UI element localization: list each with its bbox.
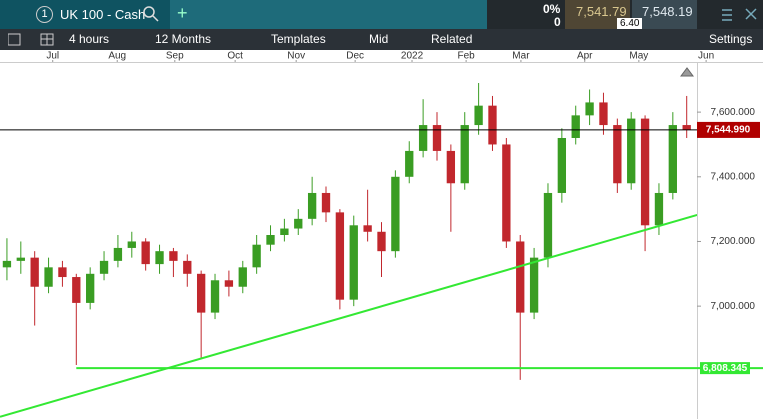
range[interactable]: 12 Months — [155, 32, 212, 46]
x-tick-label: Dec — [346, 51, 364, 62]
top-bar: 1 UK 100 - Cash + 0% 0 7,541.79 7,548.19… — [0, 0, 763, 29]
candle-body — [571, 115, 580, 138]
candle-body — [307, 192, 317, 219]
candle-body — [418, 125, 428, 151]
x-tick-label: Mar — [512, 51, 530, 62]
last-price-box — [697, 121, 760, 138]
candle-body — [654, 192, 664, 226]
candle-body — [391, 176, 400, 252]
scroll-to-end[interactable] — [680, 67, 694, 77]
time-axis — [0, 50, 763, 62]
candle-body — [2, 260, 12, 268]
candle-body — [155, 251, 164, 265]
candle-body — [127, 241, 136, 248]
candle-body — [169, 251, 178, 261]
candle-body — [238, 267, 247, 287]
x-tick-label: Apr — [577, 51, 593, 62]
search-icon[interactable] — [143, 6, 159, 22]
candle-body — [516, 241, 525, 313]
candle-body — [668, 125, 677, 193]
candle-body — [335, 212, 345, 300]
trendline — [0, 213, 697, 418]
candle-body — [599, 102, 608, 126]
x-tick-label: 2022 — [401, 51, 424, 62]
spread: 6.40 — [617, 18, 643, 29]
change-pct: 0% — [543, 2, 561, 16]
instrument[interactable]: UK 100 - Cash — [60, 7, 146, 22]
candle-body — [280, 228, 289, 236]
candle-body — [99, 260, 109, 274]
candle-body — [488, 105, 497, 145]
tab-number: 1 — [36, 6, 53, 23]
x-tick-label: Nov — [287, 51, 305, 62]
candle-body — [682, 125, 691, 130]
x-tick-label: Oct — [227, 51, 243, 62]
candle-body — [196, 273, 206, 313]
x-tick-label: Sep — [166, 51, 184, 62]
candle-body — [72, 277, 81, 303]
candle-body — [432, 125, 442, 151]
buy-price[interactable]: 7,548.19 — [642, 4, 693, 19]
related[interactable]: Related — [431, 32, 473, 46]
candle-body — [252, 244, 261, 268]
candle-body — [543, 192, 553, 258]
settings[interactable]: Settings — [709, 32, 753, 46]
candle-body — [405, 150, 414, 177]
x-tick-label: Jun — [698, 51, 714, 62]
candle-body — [557, 137, 567, 193]
buy-box[interactable] — [632, 0, 697, 29]
add-tab[interactable]: + — [177, 3, 188, 23]
y-tick-label: 7,600.000 — [711, 107, 756, 118]
candle-body — [502, 144, 511, 242]
x-tick-label: Jul — [46, 51, 59, 62]
candle-body — [474, 105, 483, 126]
x-tick-label: May — [629, 51, 648, 62]
candle-body — [613, 125, 622, 184]
candle-body — [294, 218, 303, 229]
toolbar: 4 hours 12 Months Templates Mid Related … — [0, 29, 763, 51]
chart: Jul Aug Sep Oct Nov Dec 2022 Feb Mar Apr May Jun 7,0… — [0, 50, 763, 419]
candle-body — [86, 273, 95, 303]
y-tick-label: 7,000.000 — [711, 301, 756, 312]
window-icons[interactable] — [720, 7, 760, 23]
candle-body — [44, 267, 53, 287]
x-tick-label: Aug — [108, 51, 126, 62]
candle-body — [183, 260, 192, 274]
candle-body — [377, 231, 386, 252]
interval[interactable]: 4 hours — [69, 32, 110, 46]
candle-body — [321, 192, 331, 213]
candle-body — [141, 241, 150, 265]
change: 0 — [554, 15, 561, 29]
toolbar-icons[interactable] — [8, 33, 68, 47]
support-label-box — [700, 362, 750, 375]
candle-body — [529, 257, 539, 313]
plot — [0, 83, 697, 418]
x-tick-label: Feb — [458, 51, 476, 62]
sell-price[interactable]: 7,541.79 — [576, 4, 627, 19]
support-label: 6,808.345 — [703, 363, 748, 374]
candle-body — [266, 235, 275, 245]
candle-body — [585, 102, 594, 116]
candle-body — [640, 118, 650, 226]
candle-body — [446, 150, 456, 184]
y-tick-label: 7,200.000 — [711, 236, 756, 247]
candle-body — [363, 225, 372, 232]
candle-body — [16, 257, 25, 261]
candle-body — [58, 267, 67, 278]
candle-body — [460, 125, 469, 184]
last-price-label: 7,544.990 — [706, 125, 751, 136]
candle-body — [30, 257, 39, 287]
candle-body — [224, 280, 234, 287]
candle-body — [349, 225, 358, 300]
y-tick-label: 7,400.000 — [711, 171, 756, 182]
candle-body — [627, 118, 636, 184]
templates[interactable]: Templates — [271, 32, 326, 46]
tab[interactable] — [0, 0, 170, 29]
candle-body — [210, 280, 220, 313]
candle-body — [113, 247, 123, 261]
price-type[interactable]: Mid — [369, 32, 389, 46]
